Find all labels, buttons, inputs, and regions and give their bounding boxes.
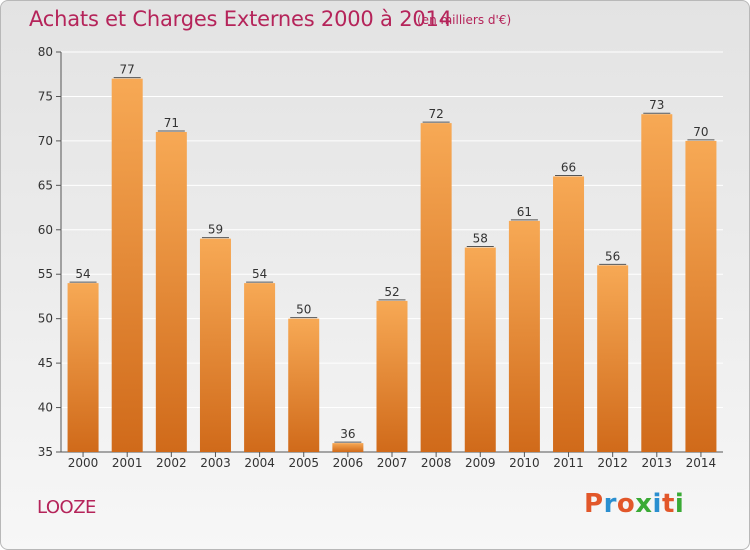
x-tick-label: 2002 xyxy=(156,456,187,470)
x-tick-label: 2001 xyxy=(112,456,143,470)
bar-2006 xyxy=(332,443,364,452)
logo-letter: o xyxy=(616,489,636,519)
value-label: 73 xyxy=(649,98,664,112)
x-tick-label: 2005 xyxy=(288,456,319,470)
x-tick-label: 2009 xyxy=(465,456,496,470)
y-tick-label: 45 xyxy=(38,356,53,370)
bar-2012 xyxy=(597,265,629,452)
bar-2014 xyxy=(685,140,717,452)
value-label: 52 xyxy=(384,285,399,299)
y-tick-label: 70 xyxy=(38,134,53,148)
chart-title: Achats et Charges Externes 2000 à 2014 xyxy=(29,7,452,31)
y-tick-label: 60 xyxy=(38,223,53,237)
logo-letter: x xyxy=(635,489,653,519)
x-tick-label: 2007 xyxy=(377,456,408,470)
value-label: 70 xyxy=(693,125,708,139)
bars xyxy=(67,78,717,453)
bar-2008 xyxy=(420,123,452,452)
y-tick-label: 80 xyxy=(38,45,53,59)
bar-2003 xyxy=(199,238,231,452)
value-label: 54 xyxy=(252,267,267,281)
y-tick-label: 65 xyxy=(38,178,53,192)
chart-subtitle: (en milliers d'€) xyxy=(417,13,512,27)
x-tick-label: 2003 xyxy=(200,456,231,470)
value-label: 56 xyxy=(605,249,620,263)
logo-letter: t xyxy=(661,489,675,519)
bar-2007 xyxy=(376,300,408,452)
value-label: 66 xyxy=(561,160,576,174)
x-tick-label: 2006 xyxy=(333,456,364,470)
value-label: 61 xyxy=(517,205,532,219)
commune-label: LOOZE xyxy=(37,497,96,518)
bar-2013 xyxy=(641,114,673,452)
x-tick-label: 2010 xyxy=(509,456,540,470)
axes: 35 40 45 50 55 60 65 70 75 80 2000 2001 2002 2003 2004… xyxy=(38,45,723,470)
y-tick-label: 50 xyxy=(38,312,53,326)
logo-letter: i xyxy=(652,489,662,519)
bar-2010 xyxy=(508,220,540,452)
x-tick-label: 2014 xyxy=(686,456,717,470)
value-label: 36 xyxy=(340,427,355,441)
logo-letter: i xyxy=(674,489,685,519)
x-tick-label: 2000 xyxy=(68,456,99,470)
bar-2009 xyxy=(464,247,496,452)
value-label: 58 xyxy=(473,232,488,246)
bar-2005 xyxy=(288,318,320,452)
x-tick-label: 2011 xyxy=(553,456,584,470)
value-label: 50 xyxy=(296,303,311,317)
bar-2000 xyxy=(67,283,99,452)
logo-letter: r xyxy=(603,489,617,519)
x-tick-label: 2008 xyxy=(421,456,452,470)
bar-2011 xyxy=(553,176,585,452)
x-tick-label: 2013 xyxy=(642,456,673,470)
y-tick-label: 55 xyxy=(38,267,53,281)
bar-2001 xyxy=(111,78,143,453)
value-label: 72 xyxy=(428,107,443,121)
proxiti-logo[interactable]: Proxiti xyxy=(584,489,684,519)
bar-2002 xyxy=(155,132,187,452)
bar-2004 xyxy=(244,283,276,452)
value-label: 59 xyxy=(208,223,223,237)
y-tick-label: 40 xyxy=(38,401,53,415)
logo-letter: P xyxy=(584,489,604,519)
value-label: 54 xyxy=(75,267,90,281)
x-tick-label: 2004 xyxy=(244,456,275,470)
x-tick-label: 2012 xyxy=(597,456,628,470)
y-tick-label: 35 xyxy=(38,445,53,459)
value-label: 71 xyxy=(164,116,179,130)
value-labels: 54 77 71 59 54 50 36 52 72 58 61 66 56 73 70 xyxy=(69,63,715,443)
y-tick-label: 75 xyxy=(38,89,53,103)
value-label: 77 xyxy=(120,63,135,77)
